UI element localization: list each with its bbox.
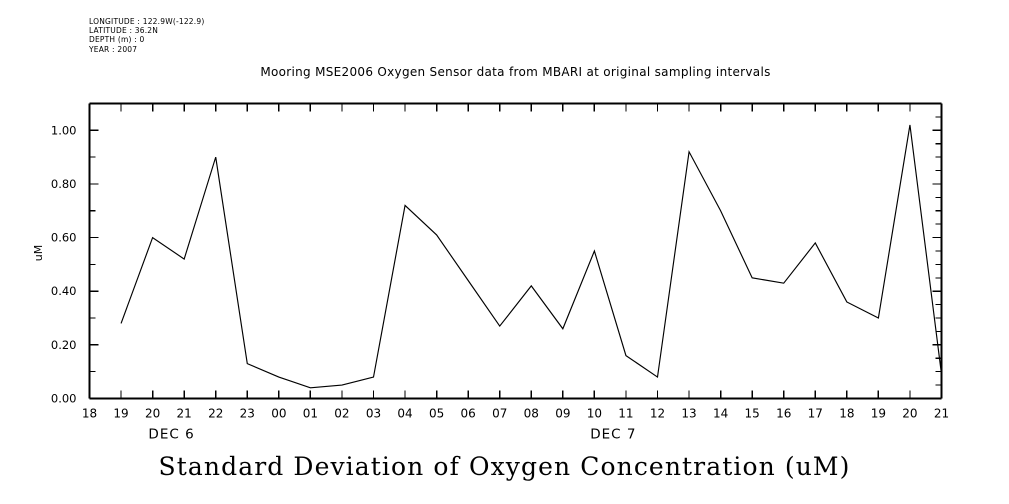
x-tick-label: 05 [429,407,444,421]
x-tick-label: 23 [240,407,255,421]
x-tick-label: 04 [397,407,412,421]
metadata-longitude: LONGITUDE : 122.9W(-122.9) [89,17,205,26]
x-tick-label: 07 [492,407,507,421]
data-series-line [120,124,943,389]
y-tick-label: 0.20 [51,338,77,352]
metadata-year: YEAR : 2007 [89,44,138,54]
x-tick-label: 22 [208,407,223,421]
figure-caption: Standard Deviation of Oxygen Concentrati… [158,452,851,481]
y-tick-label: 0.80 [51,177,77,191]
x-tick-label: 14 [713,407,728,421]
x-tick-label: 03 [366,407,381,421]
x-tick-label: 15 [745,407,760,421]
x-tick-label: 20 [902,407,917,421]
metadata-depth: DEPTH (m) : 0 [89,35,145,45]
chart-title-text: Mooring MSE2006 Oxygen Sensor data from … [260,65,771,79]
x-tick-label: 10 [587,407,602,421]
x-tick-label: 06 [461,407,476,421]
x-tick-label: 01 [303,407,318,421]
x-tick-label: 00 [271,407,286,421]
metadata-latitude: LATITUDE : 36.2N [89,26,159,36]
x-tick-label: 17 [808,407,823,421]
y-tick-label: 1.00 [51,123,77,137]
chart-title: Mooring MSE2006 Oxygen Sensor data from … [0,65,1009,79]
x-tick-label: 09 [555,407,570,421]
x-tick-label: 19 [113,407,128,421]
x-tick-label: 12 [650,407,665,421]
y-tick-label: 0.60 [51,231,77,245]
y-tick-label: 0.00 [51,392,77,406]
y-axis-label: uM [32,245,45,261]
x-tick-label: 20 [145,407,160,421]
chart-svg: 0.00 0.20 0.40 0.60 0.80 1.00 uM 18 19 20 21 22 23 00… [32,102,949,443]
x-tick-label: 18 [82,407,97,421]
x-tick-label: 21 [934,407,949,421]
x-tick-label: 18 [839,407,854,421]
metadata-block: LONGITUDE : 122.9W(-122.9) LATITUDE : 36… [89,17,204,54]
x-tick-label: 16 [776,407,791,421]
x-day-label: DEC 7 [590,427,636,443]
x-tick-label: 02 [334,407,349,421]
y-tick-label: 0.40 [51,284,77,298]
x-tick-label: 13 [681,407,696,421]
x-day-label: DEC 6 [148,427,194,443]
x-tick-label: 08 [524,407,539,421]
x-tick-label: 21 [177,407,192,421]
x-tick-label: 11 [618,407,633,421]
x-tick-label: 19 [871,407,886,421]
